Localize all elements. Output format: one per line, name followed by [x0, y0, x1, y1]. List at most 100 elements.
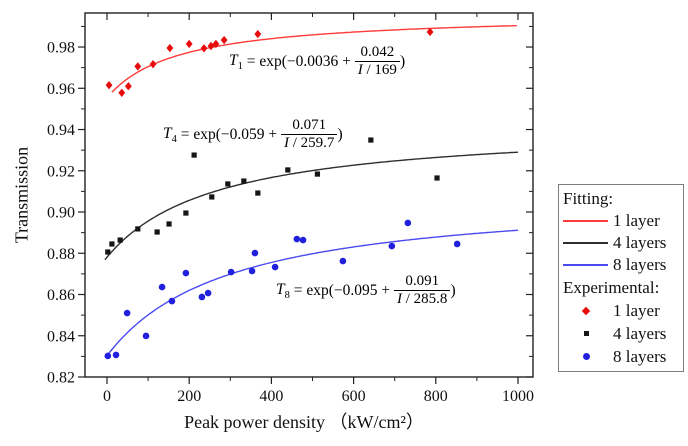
exp-1-layer-point — [134, 62, 142, 71]
y-tick-label: 0.94 — [47, 122, 75, 139]
exp-1-layer-point — [105, 80, 113, 90]
exp-8-layers-point — [158, 283, 166, 291]
fit-equation-8-layers: T8 = exp(−0.095 + 0.091 I / 285.8) — [276, 273, 456, 309]
equation-variable: T8 — [276, 280, 290, 301]
exp-4-layers-point — [209, 194, 215, 200]
exp-1-layer-point — [124, 82, 132, 91]
exp-8-layers-point — [299, 236, 307, 244]
plot-frame — [84, 12, 534, 378]
exp-1-layer-point — [426, 27, 434, 37]
exp-8-layers-point — [248, 267, 256, 275]
legend-item-label: 8 layers — [613, 346, 667, 366]
exp-8-layers-point — [227, 268, 235, 276]
blue-circle-marker-icon — [582, 353, 590, 360]
blue-line-swatch — [563, 264, 608, 266]
exp-1-layer-point — [185, 39, 193, 49]
exp-8-layers-point — [142, 332, 150, 340]
x-tick-label: 0 — [103, 388, 111, 405]
fit-equation-4-layers: T4 = exp(−0.059 + 0.071 I / 259.7) — [163, 117, 343, 153]
y-tick-label: 0.96 — [47, 81, 75, 98]
exp-8-layers-point — [198, 293, 206, 301]
exp-4-layers-point — [314, 171, 321, 177]
exp-1-layer-point — [212, 39, 220, 49]
exp-1-layer-point — [254, 29, 262, 39]
exp-8-layers-point — [104, 352, 112, 360]
exp-1-layer-point — [149, 59, 157, 69]
legend-fitting-title: Fitting: — [563, 189, 614, 208]
exp-8-layers-point — [204, 289, 212, 297]
y-tick-label: 0.92 — [47, 163, 75, 180]
black-square-marker-icon — [583, 331, 589, 336]
exp-8-layers-point — [182, 269, 190, 277]
exp-1-layer-point — [118, 88, 126, 98]
legend-item-label: 4 layers — [613, 323, 667, 343]
y-tick-label: 0.88 — [47, 246, 75, 263]
exp-4-layers-point — [225, 181, 231, 187]
x-tick-label: 400 — [259, 388, 283, 405]
exp-8-layers-point — [112, 351, 120, 359]
y-tick-label: 0.86 — [47, 287, 75, 304]
exp-4-layers-point — [241, 178, 247, 184]
exp-4-layers-point — [117, 237, 123, 243]
legend-item-exp-8-layers: 8 layers — [563, 345, 681, 368]
legend-item-fit-1-layer: 1 layer — [563, 210, 681, 232]
exp-8-layers-point — [168, 297, 176, 305]
y-tick-label: 0.90 — [47, 205, 75, 222]
legend-item-label: 1 layer — [613, 211, 660, 230]
fit-equation-1-layer: T1 = exp(−0.0036 + 0.042 I / 169) — [229, 44, 406, 80]
exp-4-layers-point — [109, 241, 115, 247]
y-tick-label: 0.84 — [47, 328, 75, 345]
exp-1-layer-point — [166, 43, 174, 53]
black-line-swatch — [563, 242, 608, 244]
y-tick-label: 0.82 — [47, 370, 75, 387]
legend-item-fit-4-layers: 4 layers — [563, 232, 681, 254]
exp-4-layers-point — [285, 167, 291, 173]
legend-item-exp-4-layers: 4 layers — [563, 322, 681, 345]
exp-8-layers-point — [453, 240, 461, 248]
exp-4-layers-point — [105, 249, 111, 255]
exp-4-layers-point — [166, 221, 172, 227]
equation-fraction: 0.071 I / 259.7 — [281, 117, 338, 153]
y-tick-label: 0.98 — [47, 40, 75, 57]
exp-4-layers-point — [368, 137, 374, 143]
exp-4-layers-point — [135, 226, 141, 232]
equation-variable: T4 — [163, 124, 177, 145]
equation-fraction: 0.042 I / 169 — [354, 44, 400, 80]
exp-8-layers-point — [339, 257, 347, 265]
legend: Fitting: 1 layer 4 layers 8 layers Exper… — [558, 184, 684, 372]
fit-4-layers — [104, 151, 519, 261]
x-tick-label: 800 — [424, 388, 448, 405]
exp-4-layers-point — [183, 210, 189, 216]
fit-1-layer — [111, 25, 517, 93]
equation-variable: T1 — [229, 51, 243, 72]
legend-item-label: 8 layers — [613, 255, 667, 274]
x-tick-label: 600 — [342, 388, 366, 405]
legend-item-fit-8-layers: 8 layers — [563, 254, 681, 276]
red-diamond-marker-icon — [581, 306, 591, 315]
legend-item-exp-1-layer: 1 layer — [563, 299, 681, 322]
exp-8-layers-point — [293, 235, 301, 243]
x-tick-label: 200 — [177, 388, 201, 405]
red-line-swatch — [563, 220, 608, 222]
equation-fraction: 0.091 I / 285.8 — [394, 273, 451, 309]
exp-4-layers-point — [434, 175, 440, 181]
exp-8-layers-point — [404, 219, 412, 227]
exp-8-layers-point — [123, 309, 131, 317]
exp-1-layer-point — [220, 35, 228, 45]
exp-8-layers-point — [271, 263, 279, 271]
legend-item-label: 1 layer — [613, 300, 660, 320]
legend-item-label: 4 layers — [613, 233, 667, 252]
legend-experimental-title: Experimental: — [563, 278, 660, 297]
x-tick-label: 1000 — [502, 388, 534, 405]
exp-8-layers-point — [251, 249, 259, 257]
x-axis-label: Peak power density （kW/cm²） — [184, 412, 424, 432]
exp-4-layers-point — [255, 190, 261, 196]
exp-1-layer-point — [200, 44, 208, 53]
exp-4-layers-point — [191, 152, 197, 158]
fit-8-layers — [106, 229, 519, 357]
exp-4-layers-point — [154, 229, 160, 235]
exp-8-layers-point — [388, 242, 396, 250]
y-axis-label: Transmission — [11, 146, 32, 244]
